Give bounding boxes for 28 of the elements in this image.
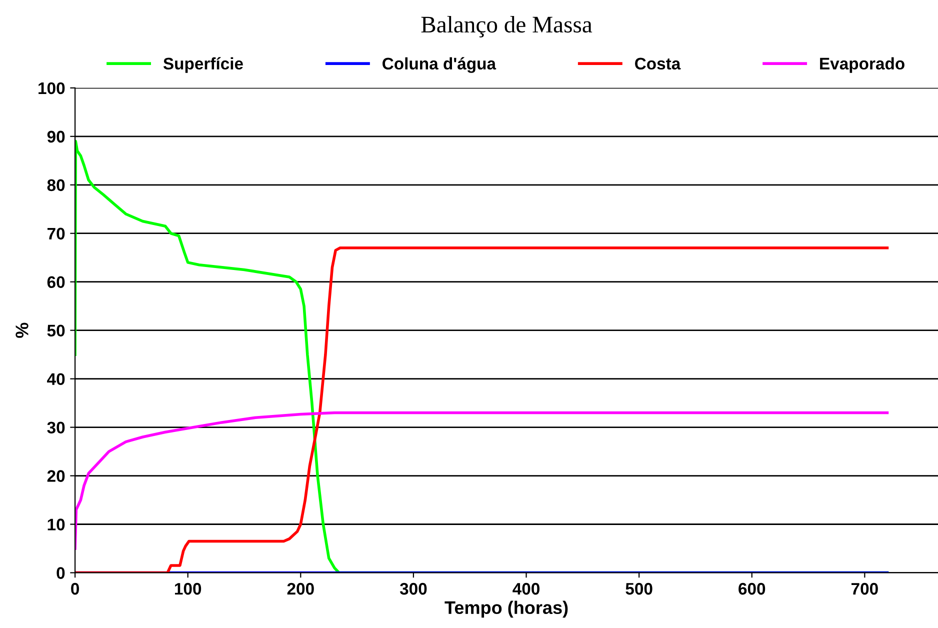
y-tick-label: 100 [38,82,65,94]
x-tick-label: 100 [174,582,202,595]
x-tick-label: 400 [512,582,540,595]
legend-label: Evaporado [820,57,904,73]
y-tick-label: 70 [47,228,65,240]
x-tick-label: 600 [738,582,766,595]
chart-title: Balanço de Massa [421,16,592,38]
x-tick-label: 200 [287,582,314,595]
y-tick-label: 60 [47,276,65,288]
legend-label: Costa [635,58,681,70]
x-tick-label: 300 [400,582,427,595]
y-tick-label: 20 [47,470,65,482]
legend-label: Coluna d'água [382,57,496,73]
legend-label: Superfície [163,57,243,73]
y-tick-label: 0 [56,567,65,579]
y-tick-label: 10 [48,518,65,530]
x-tick-label: 0 [71,582,79,595]
y-tick-label: 80 [47,179,65,192]
x-axis-title: Tempo (horas) [444,600,568,618]
line-series [75,411,889,550]
line-series [75,246,889,573]
y-tick-label: 40 [47,373,65,386]
x-tick-label: 700 [851,582,878,595]
y-tick-label: 50 [47,324,65,337]
x-tick-label: 500 [626,582,652,595]
y-tick-label: 30 [47,422,65,434]
y-tick-label: 90 [47,130,65,143]
y-axis-title: % [16,322,28,338]
